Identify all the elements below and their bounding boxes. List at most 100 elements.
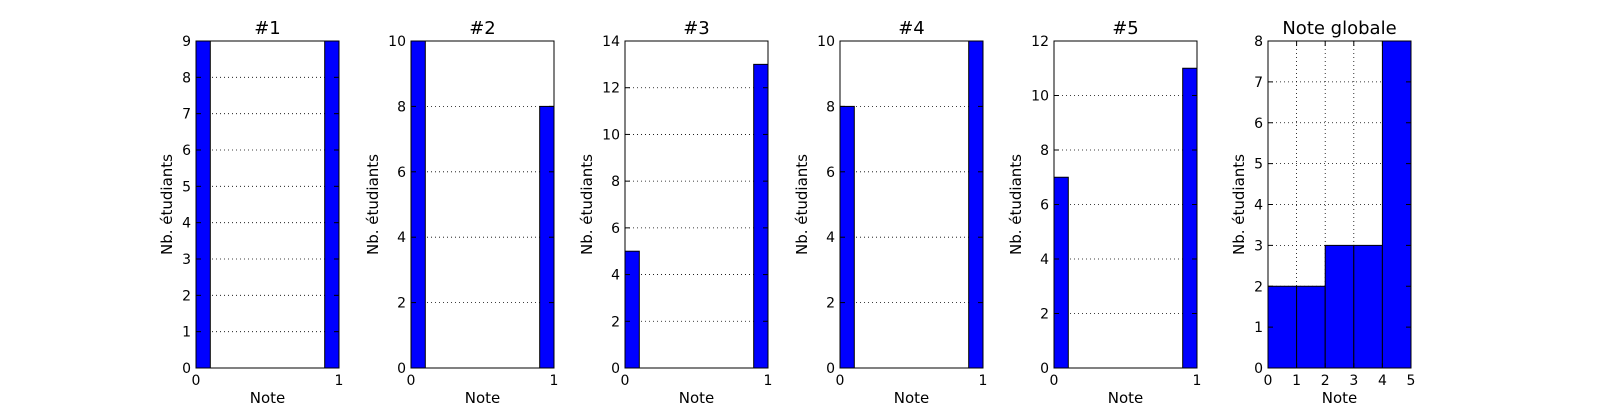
- x-tick-label: 0: [192, 373, 201, 389]
- y-tick-label: 8: [1040, 143, 1049, 159]
- y-tick-label: 2: [611, 314, 620, 330]
- x-axis-label: Note: [250, 389, 286, 407]
- y-tick-label: 4: [182, 216, 191, 232]
- histogram-bar-1: [410, 40, 426, 369]
- chart-title: #5: [1112, 18, 1139, 39]
- y-tick-label: 2: [182, 288, 191, 304]
- y-tick-label: 14: [602, 34, 620, 50]
- axes-frame: [195, 40, 340, 369]
- chart-title: #1: [254, 18, 281, 39]
- y-tick-label: 6: [826, 165, 835, 181]
- y-tick-label: 1: [182, 325, 191, 341]
- y-tick-label: 4: [397, 230, 406, 246]
- histogram-bar-2: [324, 40, 340, 369]
- chart-panel-6: 0 1 2 3 4 5 6 7 8 0 1 2 3 4 5 Note globale Note Nb. étudi…: [1230, 18, 1415, 407]
- y-tick-label: 3: [1254, 238, 1263, 254]
- x-axis-label: Note: [1322, 389, 1358, 407]
- y-tick-label: 6: [397, 165, 406, 181]
- y-axis-label: Nb. étudiants: [793, 154, 811, 255]
- x-tick-label: 0: [1050, 373, 1059, 389]
- axes-frame: [624, 40, 769, 369]
- histogram-bar-1: [195, 40, 211, 369]
- y-tick-label: 8: [397, 99, 406, 115]
- chart-title: #3: [683, 18, 710, 39]
- y-tick-label: 4: [611, 268, 620, 284]
- y-tick-label: 6: [1254, 116, 1263, 132]
- x-tick-label: 1: [1193, 373, 1202, 389]
- histogram-bar-1: [1053, 176, 1069, 369]
- y-tick-label: 8: [1254, 34, 1263, 50]
- y-tick-label: 7: [1254, 75, 1263, 91]
- x-tick-label: 3: [1349, 373, 1358, 389]
- y-tick-label: 9: [182, 34, 191, 50]
- chart-panel-3: 0 2 4 6 8 10 12 14 0 1 #3 Note Nb. étudiants: [578, 18, 772, 407]
- axes-frame: [1053, 40, 1198, 369]
- chart-panel-5: 0 2 4 6 8 10 12 0 1 #5 Note Nb. étudiants: [1007, 18, 1201, 407]
- y-tick-label: 2: [397, 296, 406, 312]
- y-tick-label: 4: [826, 230, 835, 246]
- y-axis-label: Nb. étudiants: [158, 154, 176, 255]
- y-tick-label: 0: [1254, 361, 1263, 377]
- x-tick-label: 5: [1407, 373, 1416, 389]
- y-axis-label: Nb. étudiants: [1007, 154, 1025, 255]
- y-tick-label: 0: [182, 361, 191, 377]
- x-axis-label: Note: [679, 389, 715, 407]
- x-axis-label: Note: [894, 389, 930, 407]
- y-tick-label: 0: [397, 361, 406, 377]
- histogram-bar-4: [1353, 244, 1383, 369]
- y-tick-label: 2: [1040, 307, 1049, 323]
- y-tick-label: 6: [611, 221, 620, 237]
- y-tick-label: 10: [602, 127, 620, 143]
- y-axis-label: Nb. étudiants: [364, 154, 382, 255]
- x-tick-label: 1: [979, 373, 988, 389]
- y-tick-label: 6: [1040, 198, 1049, 214]
- histogram-bar-2: [753, 63, 769, 369]
- y-tick-label: 10: [817, 34, 835, 50]
- y-tick-label: 2: [826, 296, 835, 312]
- x-tick-label: 1: [764, 373, 773, 389]
- x-tick-label: 1: [1292, 373, 1301, 389]
- histogram-bar-2: [1296, 285, 1326, 369]
- chart-title: #4: [898, 18, 925, 39]
- histogram-bar-3: [1324, 244, 1355, 369]
- y-tick-label: 0: [826, 361, 835, 377]
- y-tick-label: 5: [182, 179, 191, 195]
- chart-title: Note globale: [1282, 18, 1396, 39]
- y-tick-label: 8: [826, 99, 835, 115]
- y-tick-label: 0: [1040, 361, 1049, 377]
- histogram-bar-2: [1182, 67, 1198, 369]
- chart-title: #2: [469, 18, 496, 39]
- y-tick-label: 8: [611, 174, 620, 190]
- x-tick-label: 0: [836, 373, 845, 389]
- y-tick-label: 5: [1254, 157, 1263, 173]
- y-axis-label: Nb. étudiants: [1230, 154, 1248, 255]
- y-tick-label: 12: [1031, 34, 1049, 50]
- y-tick-label: 4: [1254, 198, 1263, 214]
- y-tick-label: 8: [182, 70, 191, 86]
- y-tick-label: 10: [1031, 89, 1049, 105]
- x-tick-label: 2: [1321, 373, 1330, 389]
- chart-panel-1: 0 1 2 3 4 5 6 7 8 9 0 1 #1 Note Nb. étudiants: [158, 18, 343, 407]
- x-tick-label: 1: [335, 373, 344, 389]
- x-tick-label: 0: [621, 373, 630, 389]
- y-tick-label: 4: [1040, 252, 1049, 268]
- y-tick-label: 12: [602, 81, 620, 97]
- y-axis-label: Nb. étudiants: [578, 154, 596, 255]
- axes-frame: [410, 40, 555, 369]
- axes-frame: [839, 40, 984, 369]
- histogram-bar-1: [624, 250, 640, 369]
- chart-panel-2: 0 2 4 6 8 10 0 1 #2 Note Nb. étudiants: [364, 18, 558, 407]
- x-axis-label: Note: [465, 389, 501, 407]
- x-tick-label: 4: [1378, 373, 1387, 389]
- y-tick-label: 7: [182, 107, 191, 123]
- x-tick-label: 1: [550, 373, 559, 389]
- y-tick-label: 2: [1254, 279, 1263, 295]
- y-tick-label: 10: [388, 34, 406, 50]
- y-tick-label: 0: [611, 361, 620, 377]
- x-tick-label: 0: [1264, 373, 1273, 389]
- y-tick-label: 6: [182, 143, 191, 159]
- x-tick-label: 0: [407, 373, 416, 389]
- x-axis-label: Note: [1108, 389, 1144, 407]
- y-tick-label: 1: [1254, 320, 1263, 336]
